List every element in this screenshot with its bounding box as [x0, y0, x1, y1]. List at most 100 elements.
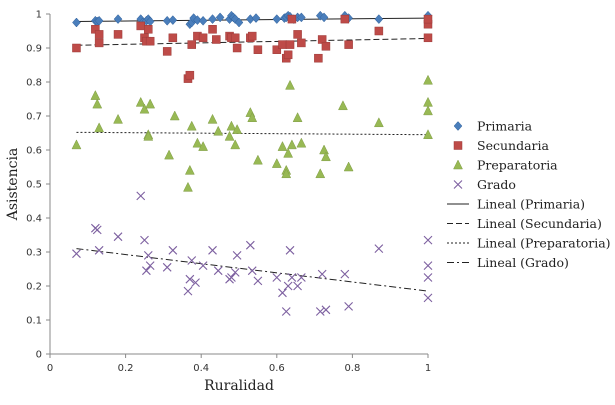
series-secundaria [72, 14, 433, 83]
point-grado [191, 278, 200, 287]
point-grado [287, 273, 297, 282]
point-grado [113, 232, 123, 242]
point-grado [198, 261, 208, 270]
point-secundaria [423, 14, 433, 24]
point-grado [247, 266, 257, 276]
point-preparatoria [423, 96, 433, 107]
point-secundaria [212, 35, 221, 44]
point-preparatoria [343, 161, 354, 172]
legend-item-secundaria: Secundaria [453, 138, 549, 153]
point-grado [94, 245, 104, 255]
point-primaria [168, 15, 178, 25]
point-preparatoria [292, 112, 303, 122]
point-grado [140, 235, 149, 245]
point-secundaria [340, 14, 350, 24]
point-secundaria [113, 30, 123, 39]
point-grado [272, 273, 282, 282]
point-grado [278, 288, 287, 298]
point-preparatoria [139, 103, 150, 114]
point-secundaria [287, 14, 297, 24]
point-grado [213, 266, 223, 276]
point-preparatoria [423, 105, 433, 116]
y-tick-label: 0.7 [26, 112, 42, 123]
point-primaria [193, 15, 202, 25]
y-tick-label: 0.5 [26, 180, 42, 191]
series-preparatoria [71, 74, 433, 192]
point-preparatoria [285, 79, 295, 90]
legend: Primaria Secundaria Preparatoria Grado Linea… [447, 119, 611, 270]
point-preparatoria [230, 139, 241, 150]
point-primaria [72, 17, 81, 28]
legend-label: Lineal (Grado) [477, 255, 569, 270]
point-grado [183, 286, 193, 296]
legend-item-lineal-preparatoria: Lineal (Preparatoria) [447, 236, 611, 251]
x-tick-label: 0.4 [193, 363, 209, 374]
point-grado [423, 261, 433, 270]
point-grado [296, 273, 306, 282]
legend-swatch [453, 121, 463, 131]
legend-item-lineal-grado: Lineal (Grado) [447, 255, 569, 270]
legend-item-lineal-secundaria: Lineal (Secundaria) [447, 216, 602, 231]
point-preparatoria [145, 98, 156, 109]
point-secundaria [168, 33, 178, 43]
point-preparatoria [277, 141, 288, 151]
point-preparatoria [423, 74, 433, 85]
point-grado [142, 266, 151, 276]
legend-item-preparatoria: Preparatoria [453, 158, 558, 173]
point-grado [168, 245, 178, 255]
point-preparatoria [224, 130, 235, 141]
point-primaria [374, 14, 384, 24]
point-secundaria [198, 33, 208, 43]
point-grado [145, 261, 155, 270]
point-preparatoria [247, 112, 258, 122]
point-grado [162, 262, 172, 272]
point-preparatoria [319, 144, 329, 155]
point-secundaria [144, 25, 153, 34]
point-grado [187, 256, 197, 265]
point-grado [423, 273, 433, 282]
point-secundaria [285, 40, 295, 49]
point-grado [315, 307, 325, 316]
legend-item-grado: Grado [453, 177, 516, 192]
point-primaria [215, 12, 225, 23]
point-grado [317, 269, 327, 279]
y-tick-label: 0.2 [26, 282, 42, 293]
point-secundaria [72, 43, 81, 53]
point-primaria [208, 14, 217, 24]
point-secundaria [230, 33, 240, 43]
x-tick-label: 0.8 [344, 363, 360, 374]
y-axis-title: Asistencia [5, 148, 21, 222]
y-tick-label: 0.6 [26, 146, 42, 157]
point-preparatoria [92, 98, 103, 109]
point-preparatoria [252, 154, 263, 165]
point-grado [293, 281, 302, 291]
x-tick-label: 1 [425, 363, 431, 374]
point-grado [374, 244, 384, 253]
point-primaria [113, 14, 123, 24]
y-tick-label: 0.3 [26, 248, 42, 259]
point-grado [283, 281, 293, 291]
point-preparatoria [94, 122, 105, 133]
point-grado [143, 251, 153, 260]
x-ticks: 0 0.2 0.4 0.6 0.8 1 [47, 354, 431, 374]
point-preparatoria [143, 130, 154, 141]
point-grado [245, 240, 255, 250]
trendline-grado [76, 248, 429, 292]
point-preparatoria [296, 137, 307, 148]
point-preparatoria [315, 168, 326, 179]
x-axis-title: Ruralidad [204, 378, 274, 394]
trendline-preparatoria [76, 131, 429, 136]
point-preparatoria [213, 125, 224, 136]
y-tick-label: 0.4 [26, 214, 42, 225]
point-preparatoria [113, 113, 123, 124]
point-grado [281, 307, 291, 316]
y-tick-label: 0.9 [26, 44, 42, 55]
point-preparatoria [164, 149, 174, 160]
series-grado [72, 191, 433, 316]
point-grado [208, 245, 217, 255]
point-secundaria [185, 70, 195, 80]
point-secundaria [272, 45, 282, 54]
point-grado [340, 269, 350, 279]
point-grado [423, 235, 433, 245]
